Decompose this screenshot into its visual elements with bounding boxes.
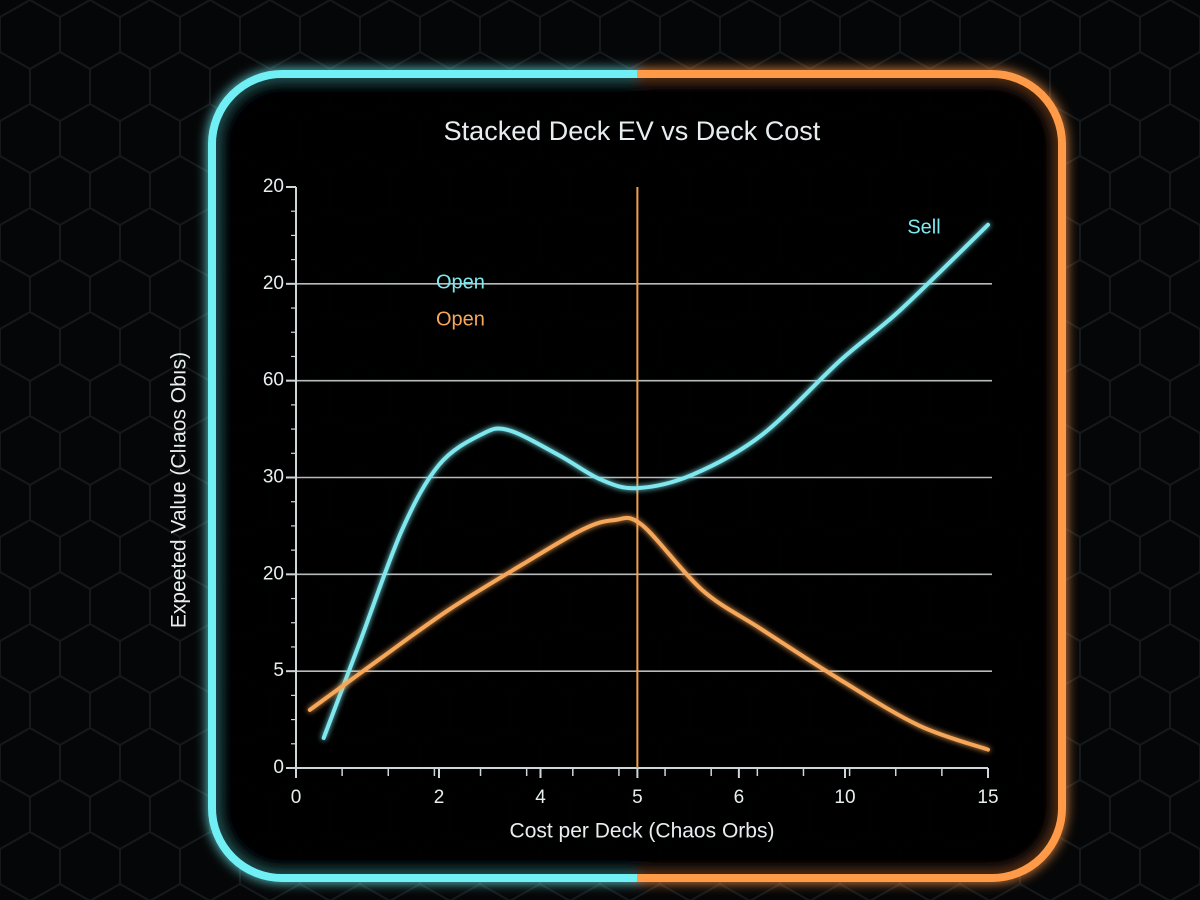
y-tick-label: 60 <box>263 370 284 391</box>
legend-label: Open <box>436 271 485 293</box>
y-tick-label: 20 <box>263 563 284 584</box>
x-tick-label: 2 <box>434 787 445 808</box>
series-line <box>321 222 990 740</box>
y-axis-label: Expeeted Value (Clıaos Obıs) <box>168 352 191 628</box>
y-tick-label: 30 <box>263 467 284 488</box>
x-tick-label: 0 <box>291 787 302 808</box>
x-tick-label: 10 <box>834 787 855 808</box>
annotation: Sell <box>907 216 940 238</box>
x-tick-label: 15 <box>977 787 998 808</box>
y-tick-label: 5 <box>273 660 284 681</box>
x-tick-label: 6 <box>734 787 745 808</box>
chart-title: Stacked Deck EV vs Deck Cost <box>444 116 821 146</box>
y-tick-label: 0 <box>273 757 284 778</box>
legend-label: Open <box>436 308 485 330</box>
x-axis-label: Cost per Deck (Chaos Orbs) <box>510 820 775 843</box>
x-tick-label: 5 <box>632 787 643 808</box>
y-tick-label: 20 <box>263 176 284 197</box>
y-tick-label: 20 <box>263 273 284 294</box>
x-tick-label: 4 <box>535 787 546 808</box>
series-line <box>307 515 990 752</box>
